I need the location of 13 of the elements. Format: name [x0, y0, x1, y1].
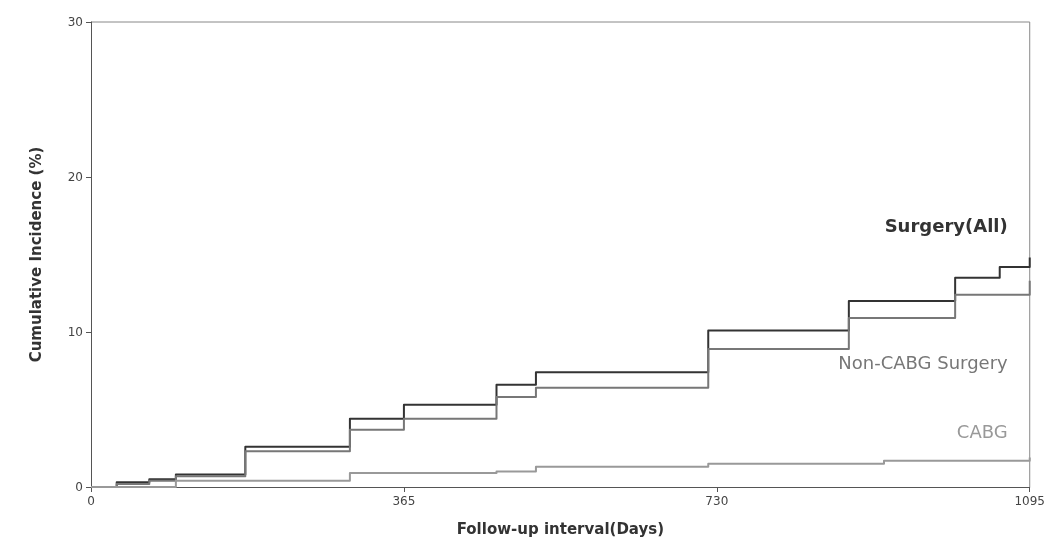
- x-tick-label: 0: [87, 494, 95, 508]
- y-tick-label: 0: [75, 480, 83, 494]
- series-label: Surgery(All): [884, 215, 1008, 237]
- y-tick-label: 10: [67, 325, 83, 339]
- y-tick-label: 20: [67, 170, 83, 184]
- series-label: CABG: [956, 421, 1008, 443]
- y-axis-title: Cumulative Incidence (%): [26, 146, 45, 363]
- series-label: Non-CABG Surgery: [838, 352, 1009, 374]
- x-tick-label: 365: [392, 494, 416, 508]
- y-tick-label: 30: [67, 15, 83, 29]
- x-tick-label: 730: [705, 494, 729, 508]
- x-tick-label: 1095: [1014, 494, 1045, 508]
- x-axis-title: Follow-up interval(Days): [456, 519, 665, 538]
